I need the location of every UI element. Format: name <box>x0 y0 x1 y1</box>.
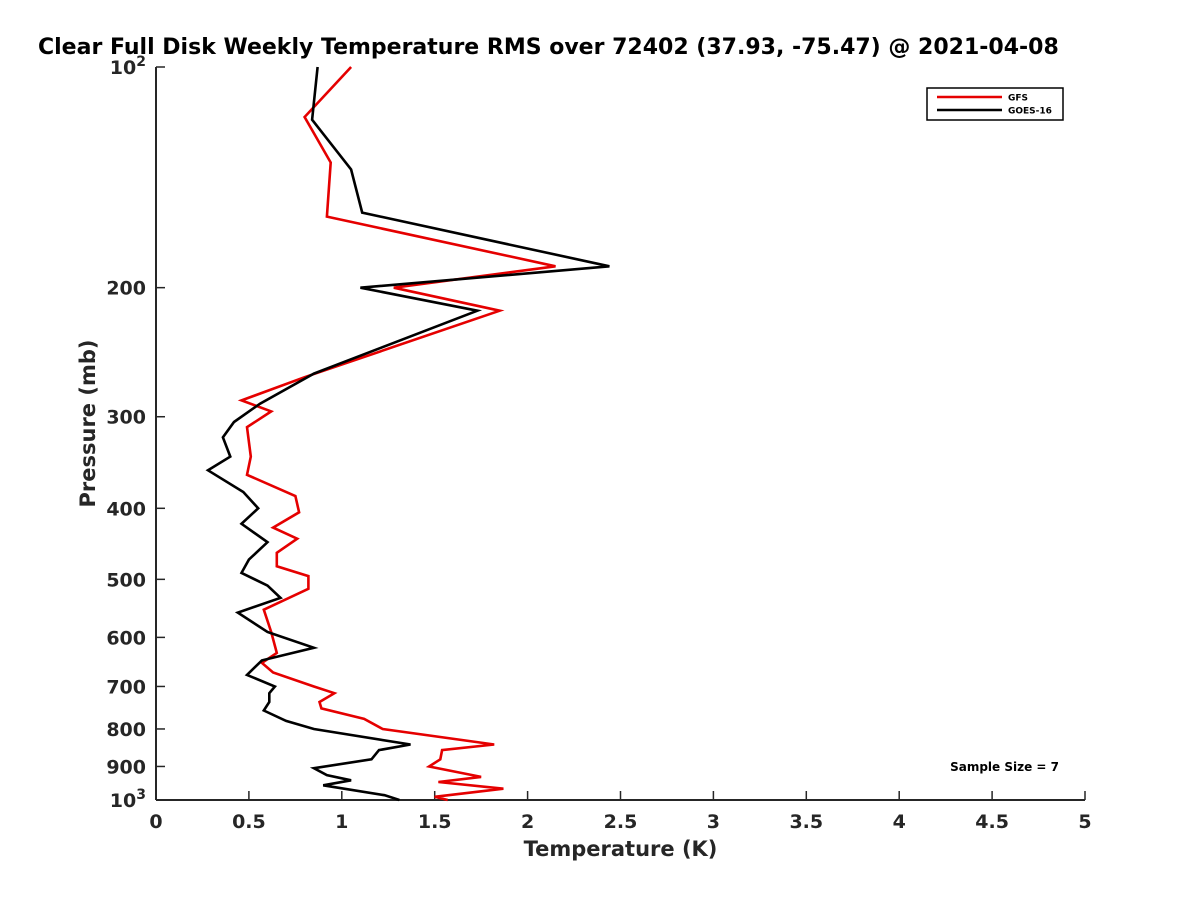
legend-label: GOES-16 <box>1008 107 1052 117</box>
series-line-gfs <box>237 66 556 802</box>
y-tick-label: 900 <box>106 756 146 778</box>
y-tick-label: 200 <box>106 278 146 300</box>
x-tick-label: 5 <box>1078 811 1091 833</box>
y-tick-label: 600 <box>106 627 146 649</box>
x-tick-label: 1.5 <box>418 811 452 833</box>
series-line-goes-16 <box>205 66 610 802</box>
plot-area: 0 0.5 1 1.5 2 2.5 3 3.5 4 4.5 5 102 200 300 400 500 600… <box>106 54 1091 833</box>
x-tick-label: 0 <box>149 811 162 833</box>
x-axis-title: Temperature (K) <box>524 837 718 861</box>
y-tick-label: 700 <box>106 676 146 698</box>
x-tick-label: 0.5 <box>232 811 266 833</box>
y-axis-title: Pressure (mb) <box>76 340 100 508</box>
x-axis-ticks: 0 0.5 1 1.5 2 2.5 3 3.5 4 4.5 5 <box>149 791 1092 833</box>
x-tick-label: 3 <box>707 811 720 833</box>
y-tick-label: 300 <box>106 407 146 429</box>
legend: GFS GOES-16 <box>926 87 1064 121</box>
legend-box <box>926 87 1064 121</box>
y-tick-label: 800 <box>106 719 146 741</box>
chart-title: Clear Full Disk Weekly Temperature RMS o… <box>38 35 1059 60</box>
y-tick-label: 400 <box>106 498 146 520</box>
x-tick-label: 4 <box>893 811 906 833</box>
x-tick-label: 3.5 <box>789 811 823 833</box>
y-axis-ticks: 102 200 300 400 500 600 700 800 900 103 <box>106 54 165 812</box>
x-tick-label: 2 <box>521 811 534 833</box>
legend-label: GFS <box>1008 94 1028 104</box>
y-tick-label: 103 <box>110 787 146 812</box>
x-tick-label: 1 <box>335 811 348 833</box>
x-tick-label: 2.5 <box>604 811 638 833</box>
sample-size-annotation: Sample Size = 7 <box>950 760 1059 774</box>
series-lines <box>205 66 610 802</box>
y-tick-label: 500 <box>106 569 146 591</box>
x-tick-label: 4.5 <box>975 811 1009 833</box>
y-tick-label: 102 <box>110 54 146 79</box>
